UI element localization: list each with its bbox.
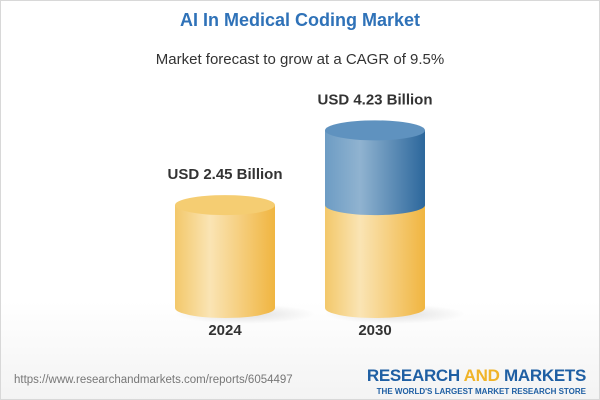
data-label: USD 4.23 Billion: [317, 91, 432, 108]
bar-base-2030-body: [325, 205, 425, 318]
bar-growth-2030-body: [325, 130, 425, 216]
data-label: USD 2.45 Billion: [167, 166, 282, 183]
research-and-markets-logo: RESEARCH AND MARKETS THE WORLD'S LARGEST…: [366, 366, 586, 396]
category-label: 2024: [208, 322, 242, 339]
chart-subtitle: Market forecast to grow at a CAGR of 9.5…: [155, 51, 445, 68]
category-label: 2030: [358, 322, 391, 339]
bar-2024-top: [175, 195, 275, 216]
bar-growth-2030-top: [325, 120, 425, 141]
bar-2024-body: [175, 205, 275, 318]
chart-title: AI In Medical Coding Market: [179, 10, 421, 30]
source-url[interactable]: https://www.researchandmarkets.com/repor…: [14, 374, 293, 386]
